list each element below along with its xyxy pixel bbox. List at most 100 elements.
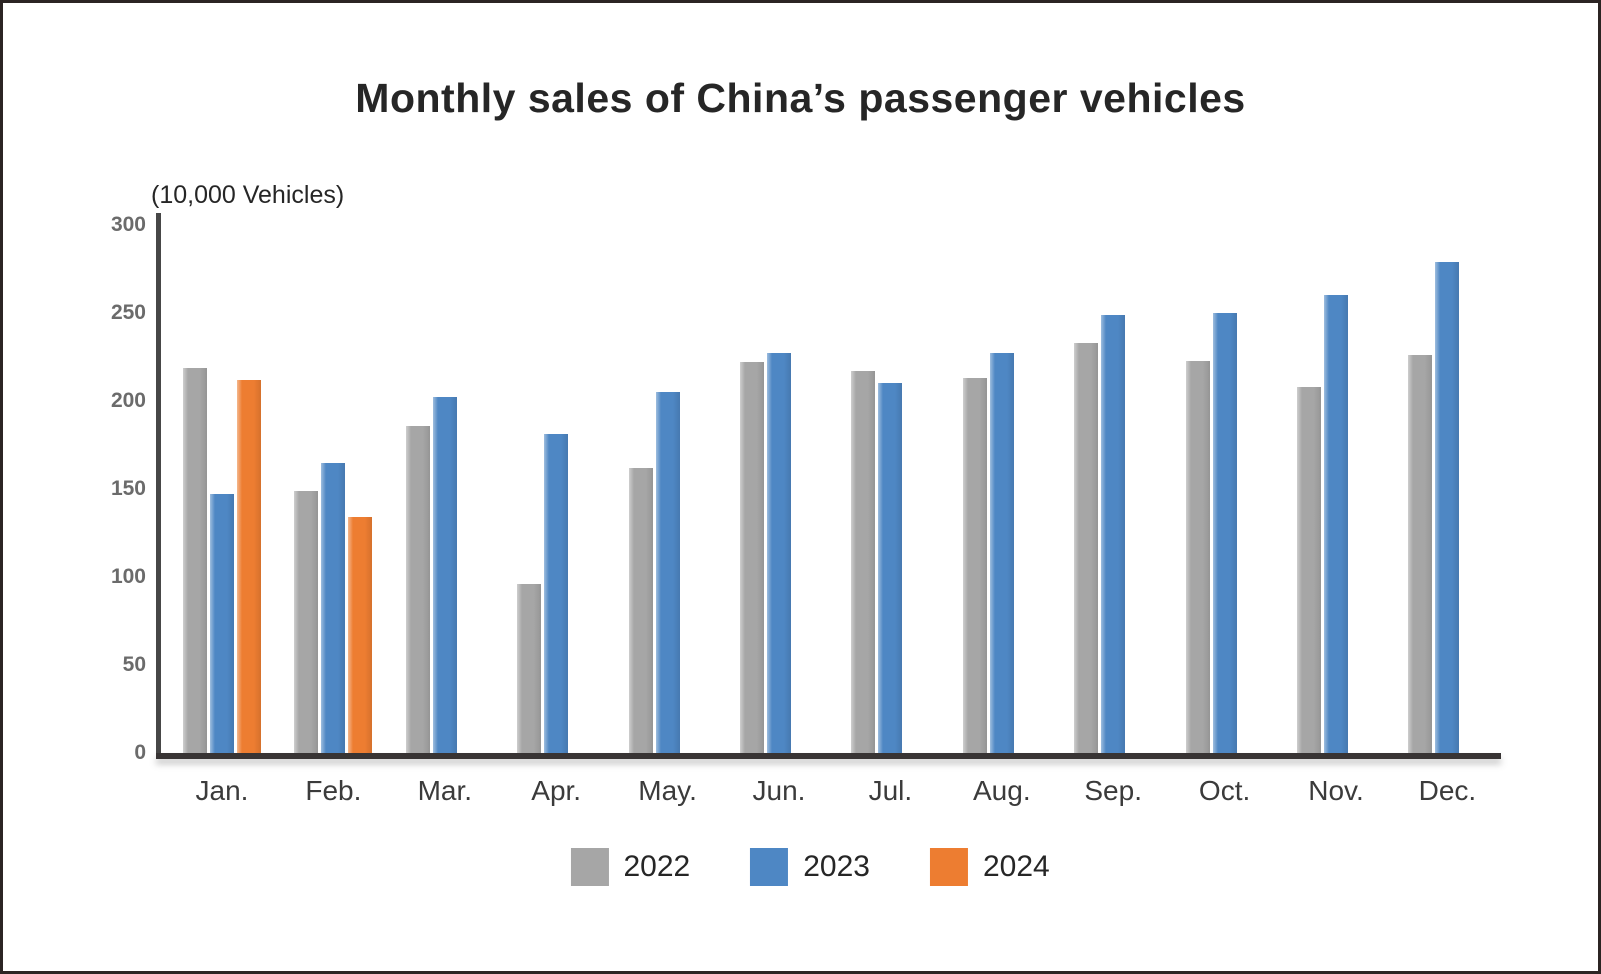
bar-sheen (1435, 261, 1460, 753)
bar-group-aug (962, 353, 1014, 753)
legend-label-2022: 2022 (623, 850, 691, 883)
bar-group-jul (851, 371, 903, 753)
legend-swatch-2024 (929, 848, 968, 886)
bar-sheen (1185, 360, 1210, 753)
bar-sheen (1297, 386, 1321, 753)
x-tick-apr: Apr. (531, 775, 582, 806)
bar-2024-jan (237, 379, 261, 753)
bar-sheen (321, 462, 346, 753)
bar-2023-jan (210, 494, 234, 753)
bar-2022-aug (962, 378, 987, 753)
y-axis-line (156, 213, 161, 756)
bar-2022-jan (183, 367, 207, 753)
bar-2023-jul (878, 383, 903, 753)
legend-item-2024: 2024 (929, 848, 1050, 886)
bar-group-apr (517, 434, 569, 753)
bar-sheen (655, 392, 680, 753)
bar-group-nov (1297, 295, 1348, 753)
x-tick-jul: Jul. (868, 775, 913, 806)
bar-2023-nov (1324, 295, 1348, 753)
x-axis-line (156, 753, 1501, 759)
bar-2022-dec (1408, 355, 1433, 753)
bar-sheen (767, 353, 791, 753)
legend-label-2023: 2023 (803, 850, 870, 883)
x-tick-may: May. (638, 775, 697, 806)
bar-sheen (294, 490, 319, 753)
bar-2023-jun (767, 353, 791, 753)
x-tick-sep: Sep. (1084, 775, 1142, 806)
y-axis-tick-labels: 0 50 100 150 200 250 300 (88, 214, 146, 764)
y-axis-unit-label: (10,000 Vehicles) (151, 181, 345, 209)
bar-2023-apr (544, 434, 569, 753)
bar-sheen (962, 378, 987, 753)
bar-sheen (432, 397, 457, 753)
bar-group-oct (1185, 313, 1237, 753)
bar-2022-mar (405, 425, 430, 753)
bar-sheen (1101, 314, 1126, 753)
y-tick-200: 200 (110, 389, 146, 412)
x-axis-tick-labels: Jan. Feb. Mar. Apr. May. Jun. Jul. Aug. Sep. Oct.… (161, 775, 1499, 815)
x-tick-feb: Feb. (305, 775, 362, 806)
bar-sheen (1074, 342, 1099, 753)
bar-sheen (237, 379, 261, 753)
bar-2022-feb (294, 490, 319, 753)
bar-sheen (544, 434, 569, 753)
y-tick-100: 100 (110, 565, 146, 588)
x-tick-dec: Dec. (1418, 775, 1477, 806)
x-tick-jun: Jun. (752, 775, 806, 806)
legend-swatch-2022 (570, 848, 609, 886)
bar-sheen (210, 494, 234, 753)
y-tick-250: 250 (110, 301, 146, 324)
bar-sheen (851, 371, 876, 753)
legend-label-2024: 2024 (982, 850, 1050, 883)
bar-2022-apr (517, 584, 542, 753)
bar-group-dec (1408, 261, 1460, 753)
bar-2023-mar (432, 397, 457, 753)
x-tick-nov: Nov. (1308, 775, 1364, 806)
bar-2022-nov (1297, 386, 1321, 753)
chart-title: Monthly sales of China’s passenger vehic… (355, 75, 1246, 121)
y-tick-0: 0 (134, 741, 146, 764)
legend-item-2023: 2023 (750, 848, 870, 886)
bar-sheen (989, 353, 1014, 753)
x-tick-aug: Aug. (972, 775, 1031, 806)
bar-sheen (405, 425, 430, 753)
plot-area (156, 213, 1501, 759)
legend-item-2022: 2022 (570, 848, 690, 886)
bar-2023-may (655, 392, 680, 753)
y-tick-300: 300 (110, 213, 146, 236)
y-tick-150: 150 (110, 477, 146, 500)
bar-2024-feb (348, 517, 373, 753)
bar-2022-oct (1185, 360, 1210, 753)
x-tick-mar: Mar. (417, 775, 473, 806)
bar-sheen (1324, 295, 1348, 753)
bar-2023-feb (321, 462, 346, 753)
bar-2022-jun (740, 362, 764, 753)
bar-sheen (1408, 355, 1433, 753)
bar-sheen (628, 467, 653, 753)
legend-swatch-2023 (750, 848, 789, 886)
bar-group-may (628, 392, 680, 753)
x-tick-oct: Oct. (1198, 775, 1251, 806)
bar-2023-aug (989, 353, 1014, 753)
bar-2022-jul (851, 371, 876, 753)
bar-group-feb (294, 462, 373, 753)
bar-group-sep (1074, 314, 1126, 753)
legend: 2022 2023 2024 (570, 848, 1050, 886)
x-tick-jan: Jan. (195, 775, 249, 806)
bar-2022-may (628, 467, 653, 753)
bar-2023-sep (1101, 314, 1126, 753)
bar-2023-oct (1212, 313, 1237, 753)
y-tick-50: 50 (122, 653, 146, 676)
bar-2022-sep (1074, 342, 1099, 753)
bar-sheen (183, 367, 207, 753)
bar-sheen (740, 362, 764, 753)
bar-sheen (878, 383, 903, 753)
bar-group-jun (740, 353, 791, 753)
bar-group-jan (183, 367, 261, 753)
bar-sheen (348, 517, 373, 753)
bar-group-mar (405, 397, 457, 753)
bar-2023-dec (1435, 261, 1460, 753)
bar-sheen (517, 584, 542, 753)
